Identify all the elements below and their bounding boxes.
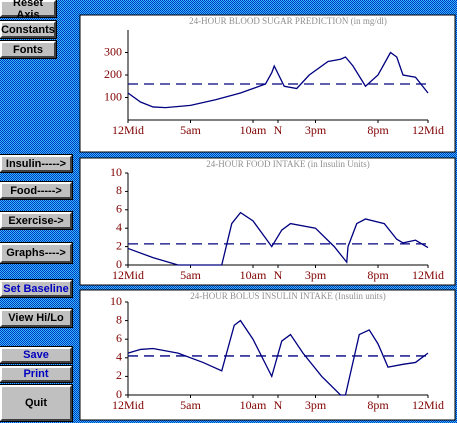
fonts-button[interactable]: Fonts (0, 40, 57, 59)
x-tick-label: 8pm (367, 123, 389, 137)
x-tick-label: 5am (180, 268, 201, 282)
chart-title: 24-HOUR FOOD INTAKE (in Insulin Units) (206, 159, 370, 169)
constants-button[interactable]: Constants (0, 20, 57, 39)
y-tick-label: 8 (116, 183, 122, 197)
y-tick-label: 300 (104, 44, 122, 58)
y-tick-label: 6 (116, 202, 122, 216)
insulin-button[interactable]: Insulin-----> (0, 154, 73, 173)
x-tick-label: 12Mid (412, 268, 444, 282)
data-line (127, 51, 429, 109)
y-tick-label: 10 (110, 294, 122, 308)
x-tick-label: 12Mid (412, 398, 444, 412)
print-button[interactable]: Print (0, 365, 73, 383)
y-tick-label: 200 (104, 67, 122, 81)
view-hilo-button[interactable]: View Hi/Lo (0, 308, 73, 328)
x-tick-label: 3pm (305, 123, 327, 137)
quit-button[interactable]: Quit (0, 384, 73, 422)
y-tick-label: 0 (116, 257, 122, 271)
x-tick-label: N (274, 398, 283, 412)
x-tick-label: 5am (180, 123, 201, 137)
x-tick-label: 10am (240, 268, 267, 282)
y-tick-label: 8 (116, 312, 122, 326)
y-tick-label: 10 (110, 165, 122, 179)
x-tick-label: 10am (240, 123, 267, 137)
x-tick-label: 3pm (305, 398, 327, 412)
graphs-button[interactable]: Graphs----> (0, 242, 73, 264)
data-line (127, 211, 429, 266)
chart-panel (79, 157, 456, 286)
chart-panel (79, 289, 456, 421)
x-tick-label: 3pm (305, 268, 327, 282)
y-tick-label: 100 (104, 89, 122, 103)
set-baseline-button[interactable]: Set Baseline (0, 279, 73, 298)
save-button[interactable]: Save (0, 346, 73, 364)
y-tick-label: 6 (116, 331, 122, 345)
x-tick-label: 8pm (367, 268, 389, 282)
x-tick-label: 12Mid (112, 398, 144, 412)
exercise-button[interactable]: Exercise-> (0, 211, 73, 230)
chart-title: 24-HOUR BLOOD SUGAR PREDICTION (in mg/dl… (189, 16, 387, 26)
x-tick-label: 5am (180, 398, 201, 412)
x-tick-label: 12Mid (412, 123, 444, 137)
y-tick-label: 2 (116, 368, 122, 382)
x-tick-label: 12Mid (112, 268, 144, 282)
y-tick-label: 4 (116, 350, 122, 364)
x-tick-label: N (274, 123, 283, 137)
y-tick-label: 0 (116, 387, 122, 401)
y-tick-label: 2 (116, 238, 122, 252)
x-tick-label: 12Mid (112, 123, 144, 137)
chart-title: 24-HOUR BOLUS INSULIN INTAKE (Insulin un… (190, 291, 386, 301)
food-button[interactable]: Food-----> (0, 181, 73, 200)
y-tick-label: 4 (116, 220, 122, 234)
x-tick-label: 10am (240, 398, 267, 412)
x-tick-label: N (274, 268, 283, 282)
x-tick-label: 8pm (367, 398, 389, 412)
data-line (127, 319, 429, 396)
